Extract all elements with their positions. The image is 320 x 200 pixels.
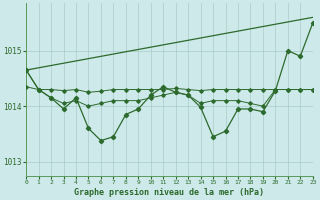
X-axis label: Graphe pression niveau de la mer (hPa): Graphe pression niveau de la mer (hPa) [75,188,264,197]
